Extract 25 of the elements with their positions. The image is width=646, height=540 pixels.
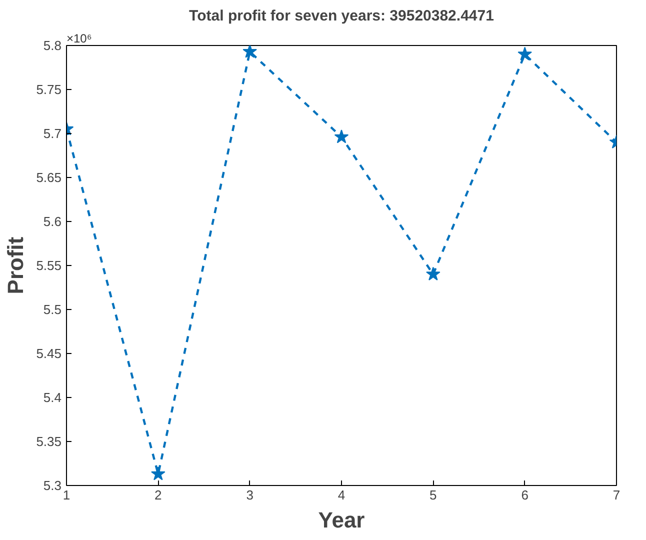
annotation: ×10⁶ <box>66 32 92 46</box>
y-tick-label: 5.3 <box>43 478 62 493</box>
y-tick-label: 5.4 <box>43 390 62 405</box>
y-tick-label: 5.5 <box>43 302 62 317</box>
y-tick-label: 5.65 <box>36 170 62 185</box>
x-tick-label: 3 <box>246 488 254 502</box>
y-tick-label: 5.75 <box>36 82 62 97</box>
y-axis-title: Profit <box>3 236 28 294</box>
point <box>426 266 440 280</box>
y-tick-label: 5.35 <box>36 434 62 449</box>
x-tick-label: 5 <box>430 488 437 502</box>
x-axis-title: Year <box>318 508 366 532</box>
y-tick-label: 5.7 <box>43 126 62 141</box>
y-tick-label: 5.8 <box>43 38 62 53</box>
y-tick-label: 5.55 <box>36 258 62 273</box>
y-tick-label: 5.6 <box>43 214 62 229</box>
x-tick-label: 2 <box>154 488 162 502</box>
point <box>334 130 349 144</box>
chart-title: Total profit for seven years: 39520382.4471 <box>189 8 494 24</box>
y-tick-label: 5.45 <box>36 346 62 361</box>
x-tick-label: 6 <box>521 488 528 502</box>
x-tick-label: 4 <box>338 488 346 502</box>
point <box>242 46 257 58</box>
x-tick-label: 1 <box>62 488 70 502</box>
x-tick-label: 7 <box>612 488 620 502</box>
